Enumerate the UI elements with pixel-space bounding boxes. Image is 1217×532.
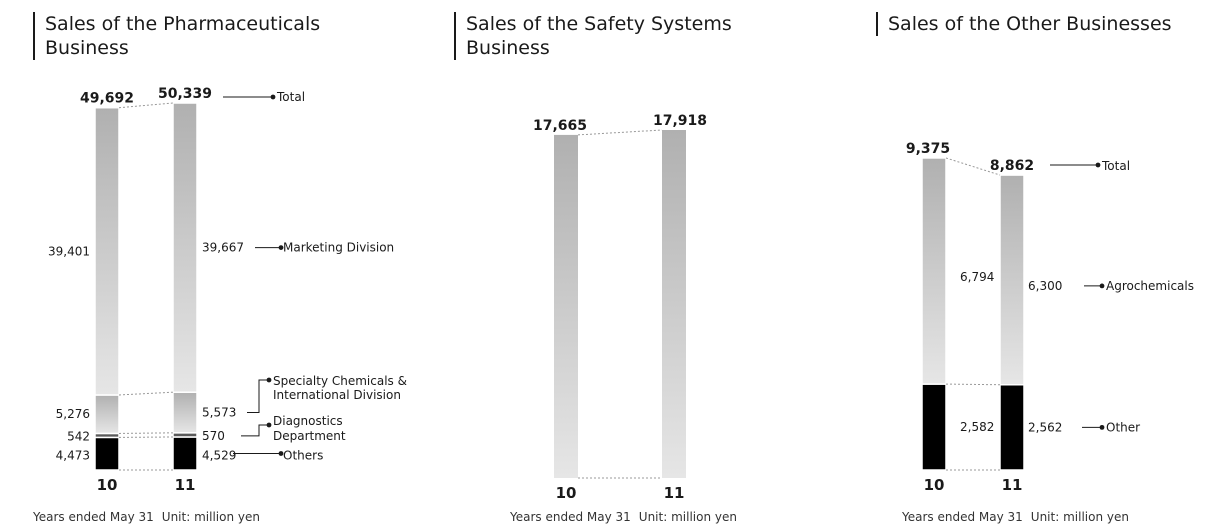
bar-10-marketing-division <box>94 106 120 396</box>
segment-label-10-1: 6,794 <box>960 270 994 284</box>
connector-4 <box>118 102 174 109</box>
segment-label-10-2: 5,276 <box>56 407 90 421</box>
legend-other-text: Other <box>1106 420 1140 434</box>
total-label-10: 17,665 <box>533 118 587 134</box>
footnote-years: Years ended May 31 <box>510 510 631 524</box>
safety-systems-title-text: Sales of the Safety Systems Business <box>466 13 732 59</box>
legend-specialty-dot <box>266 377 272 383</box>
category-label-10: 10 <box>97 476 118 494</box>
category-label-11: 11 <box>664 484 685 502</box>
bar-10-agrochemicals <box>921 157 947 385</box>
footnote-unit: Unit: million yen <box>638 510 737 524</box>
bar-11-other <box>999 383 1025 471</box>
legend-agro-text: Agrochemicals <box>1106 279 1194 293</box>
footnote-unit: Unit: million yen <box>161 510 260 524</box>
total-label-10: 9,375 <box>906 141 950 157</box>
legend-agro-dot <box>1099 283 1105 289</box>
safety-systems-panel: Sales of the Safety Systems Business 17,… <box>454 0 864 532</box>
pharmaceuticals-chart: 49,692 10 50,339 11 4,473 4,529 542 570 5,276 5,5… <box>48 86 407 494</box>
legend-diagnostics-text-1: Diagnostics <box>273 414 343 428</box>
bar-10 <box>554 134 578 479</box>
footnote-years: Years ended May 31 <box>33 510 154 524</box>
pharmaceuticals-title-text: Sales of the Pharmaceuticals Business <box>45 13 321 59</box>
footnote-years: Years ended May 31 <box>902 510 1023 524</box>
bar-10-other <box>921 383 947 471</box>
other-businesses-panel: Sales of the Other Businesses 9,375 10 8,8… <box>876 0 1217 532</box>
bar-11-marketing-division <box>172 102 198 393</box>
bar-11 <box>662 130 686 478</box>
legend-specialty-bracket <box>247 379 269 414</box>
legend-total-dot <box>270 94 276 100</box>
legend-diagnostics-text-2: Department <box>273 429 346 443</box>
category-label-11: 11 <box>1002 476 1023 494</box>
segment-label-10-0: 4,473 <box>56 449 90 463</box>
pharmaceuticals-panel: Sales of the Pharmaceuticals Business 49… <box>33 0 443 532</box>
segment-label-11-1: 570 <box>202 429 225 443</box>
safety-systems-footnote: Years ended May 31 Unit: million yen <box>510 510 737 524</box>
bar-11-agrochemicals <box>999 174 1025 386</box>
segment-label-11-0: 2,562 <box>1028 420 1062 434</box>
total-label-11: 50,339 <box>158 86 212 102</box>
segment-label-10-1: 542 <box>67 429 90 443</box>
category-label-11: 11 <box>175 476 196 494</box>
bar-10-others <box>94 436 120 471</box>
legend-total-text: Total <box>276 90 305 104</box>
legend-diagnostics-bracket <box>241 424 269 437</box>
legend-total-dot <box>1095 162 1101 168</box>
segment-label-10-0: 2,582 <box>960 420 994 434</box>
legend-specialty-text-1: Specialty Chemicals & <box>273 374 407 388</box>
category-label-10: 10 <box>924 476 945 494</box>
connector-1 <box>577 129 663 136</box>
legend-other-dot <box>1099 424 1105 430</box>
legend-marketing-text: Marketing Division <box>283 241 394 255</box>
safety-systems-chart: 17,665 10 17,918 11 <box>533 113 707 502</box>
total-label-10: 49,692 <box>80 91 134 107</box>
connector-2 <box>118 432 174 434</box>
other-businesses-footnote: Years ended May 31 Unit: million yen <box>902 510 1129 524</box>
segment-label-11-0: 4,529 <box>202 448 236 462</box>
connector-3 <box>118 391 174 396</box>
segment-label-10-3: 39,401 <box>48 244 90 258</box>
total-label-11: 8,862 <box>990 158 1034 174</box>
bar-11-specialty-chemicals-international-division <box>172 391 198 434</box>
footnote-unit: Unit: million yen <box>1030 510 1129 524</box>
segment-label-11-3: 39,667 <box>202 241 244 255</box>
other-businesses-title: Sales of the Other Businesses <box>876 12 1208 36</box>
pharmaceuticals-footnote: Years ended May 31 Unit: million yen <box>33 510 260 524</box>
category-label-10: 10 <box>556 484 577 502</box>
safety-systems-title: Sales of the Safety Systems Business <box>454 12 796 60</box>
legend-total-text: Total <box>1101 159 1130 173</box>
pharmaceuticals-title: Sales of the Pharmaceuticals Business <box>33 12 375 60</box>
legend-diagnostics-dot <box>266 422 272 428</box>
other-businesses-title-text: Sales of the Other Businesses <box>888 13 1172 35</box>
connector-1 <box>945 383 1001 386</box>
legend-others-dot <box>278 451 284 456</box>
legend-marketing-dot <box>278 245 284 250</box>
connector-2 <box>945 157 1001 176</box>
other-businesses-chart: 9,375 10 8,862 11 2,582 2,562 6,794 6,300 Total A… <box>906 141 1194 494</box>
bar-10-specialty-chemicals-international-division <box>94 394 120 435</box>
total-label-11: 17,918 <box>653 113 707 129</box>
segment-label-11-2: 5,573 <box>202 406 236 420</box>
legend-specialty-text-2: International Division <box>273 388 401 402</box>
bar-11-others <box>172 436 198 471</box>
legend-others-text: Others <box>283 448 323 462</box>
segment-label-11-1: 6,300 <box>1028 279 1062 293</box>
